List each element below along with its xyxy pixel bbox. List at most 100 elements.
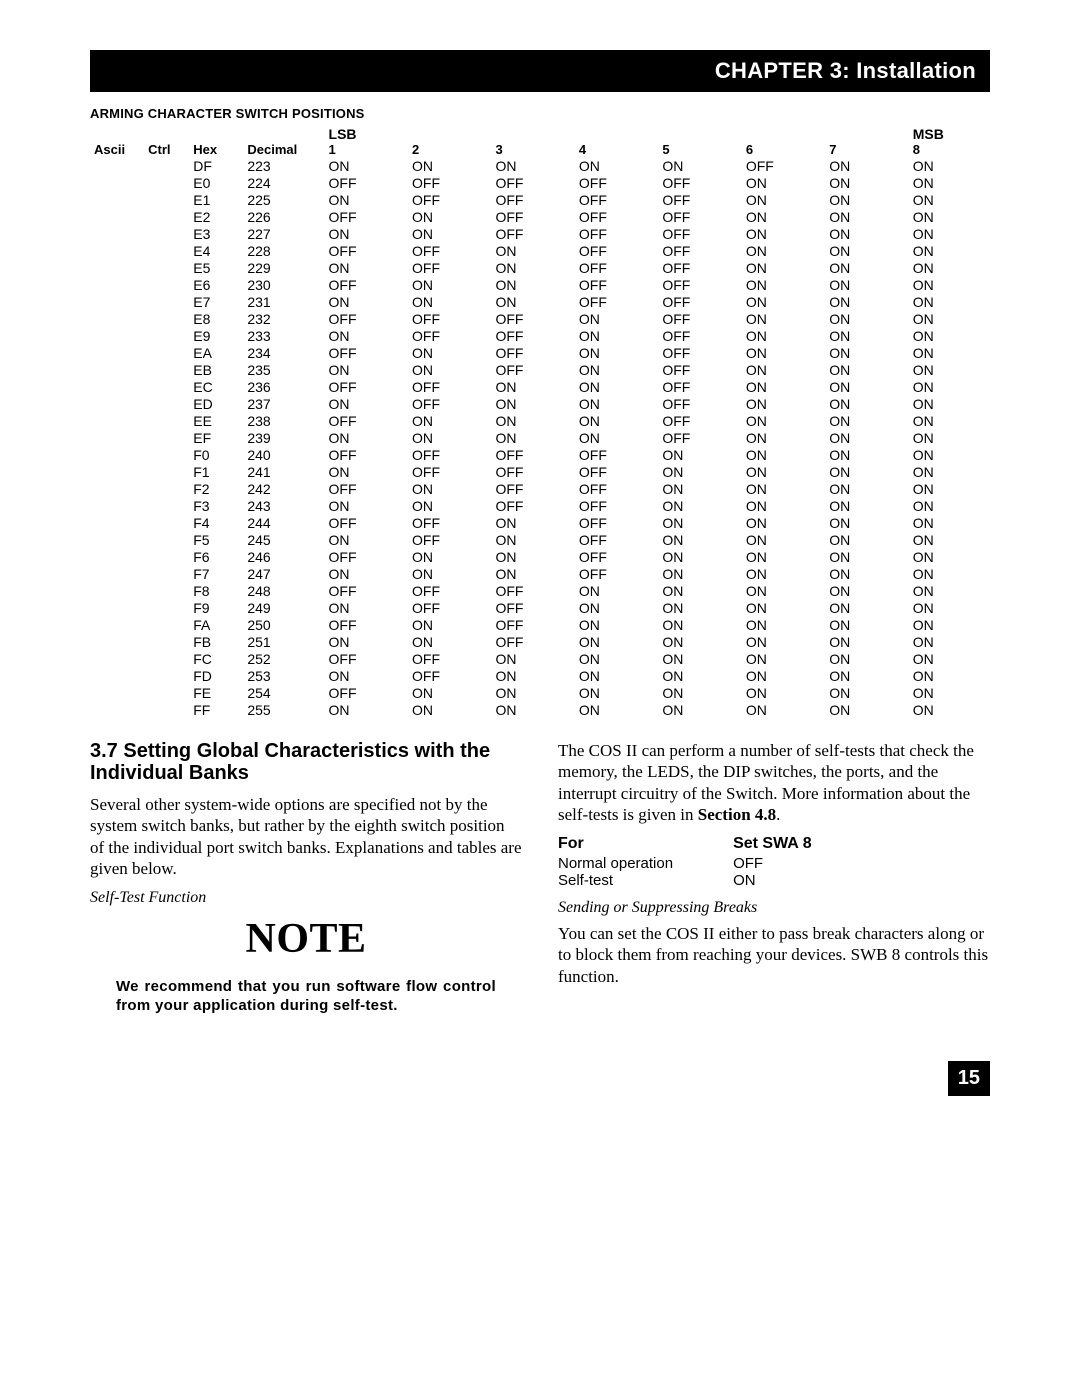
table-cell: E6 [189,276,243,293]
table-cell: ON [825,395,908,412]
table-cell: OFF [408,531,491,548]
table-cell: ON [909,174,990,191]
table-cell: ON [909,208,990,225]
table-cell: ON [408,701,491,718]
table-cell: ON [575,599,658,616]
table-cell: E0 [189,174,243,191]
table-cell: ON [742,293,825,310]
table-cell: ON [658,480,741,497]
table-cell: OFF [575,565,658,582]
table-cell: 254 [243,684,324,701]
table-cell: OFF [491,174,574,191]
table-cell [90,531,144,548]
table-cell: OFF [325,548,408,565]
table-cell: OFF [658,412,741,429]
table-cell: ON [658,497,741,514]
table-cell: OFF [742,157,825,174]
table-cell: ON [909,480,990,497]
table-row: EF239ONONONONOFFONONON [90,429,990,446]
table-row: EE238OFFONONONOFFONONON [90,412,990,429]
table-cell: ON [825,616,908,633]
table-cell [144,548,189,565]
table-cell: ON [742,582,825,599]
table-cell: E5 [189,259,243,276]
table-cell: OFF [491,310,574,327]
table-row: ED237ONOFFONONOFFONONON [90,395,990,412]
table-cell: ON [408,616,491,633]
table-cell: ON [491,701,574,718]
table-cell: OFF [325,310,408,327]
table-cell: ON [733,872,872,889]
table-cell: OFF [658,395,741,412]
table-cell [144,446,189,463]
table-cell: ON [825,225,908,242]
table-cell: OFF [658,361,741,378]
table-title: ARMING CHARACTER SWITCH POSITIONS [90,106,990,121]
table-cell: FE [189,684,243,701]
table-cell: ON [825,599,908,616]
table-cell: ON [742,599,825,616]
table-cell: ON [825,514,908,531]
table-cell: ON [909,395,990,412]
table-cell: ON [742,327,825,344]
table-cell: ON [658,514,741,531]
table-cell [90,616,144,633]
table-cell: OFF [575,463,658,480]
table-cell: ON [909,463,990,480]
table-cell: ON [825,344,908,361]
table-cell: ON [325,191,408,208]
table-cell: FC [189,650,243,667]
table-cell [144,565,189,582]
text: . [776,805,780,824]
table-cell: ON [909,361,990,378]
table-cell: ON [909,548,990,565]
column-header: Decimal [243,142,324,157]
table-cell: OFF [408,378,491,395]
table-cell: ON [325,361,408,378]
table-cell: ON [575,701,658,718]
table-row: FB251ONONOFFONONONONON [90,633,990,650]
table-cell: ON [742,259,825,276]
table-cell: E8 [189,310,243,327]
table-cell [144,599,189,616]
table-cell: ON [491,531,574,548]
table-cell: 237 [243,395,324,412]
table-cell: OFF [575,276,658,293]
table-cell: OFF [325,412,408,429]
table-row: E5229ONOFFONOFFOFFONONON [90,259,990,276]
table-cell: EE [189,412,243,429]
table-cell: OFF [325,208,408,225]
table-cell [90,497,144,514]
table-row: EA234OFFONOFFONOFFONONON [90,344,990,361]
table-cell: OFF [575,446,658,463]
table-cell: 230 [243,276,324,293]
table-cell: E7 [189,293,243,310]
table-cell: E3 [189,225,243,242]
table-cell: FA [189,616,243,633]
table-cell: OFF [491,633,574,650]
table-cell [144,378,189,395]
table-cell: OFF [491,582,574,599]
column-header: 3 [491,142,574,157]
table-cell [90,395,144,412]
table-cell: 227 [243,225,324,242]
table-cell: F0 [189,446,243,463]
table-cell: ON [408,344,491,361]
table-cell: ON [825,208,908,225]
table-cell: ON [325,157,408,174]
column-header: 7 [825,142,908,157]
table-cell: 249 [243,599,324,616]
table-cell: 239 [243,429,324,446]
table-cell: ON [491,276,574,293]
table-cell [144,531,189,548]
column-header: 4 [575,142,658,157]
table-cell: OFF [733,855,872,872]
table-row: E1225ONOFFOFFOFFOFFONONON [90,191,990,208]
table-cell: ON [825,633,908,650]
table-cell: ON [909,242,990,259]
table-cell: ON [742,208,825,225]
table-cell: ON [742,242,825,259]
table-cell: OFF [491,616,574,633]
table-cell: 236 [243,378,324,395]
table-cell [144,344,189,361]
